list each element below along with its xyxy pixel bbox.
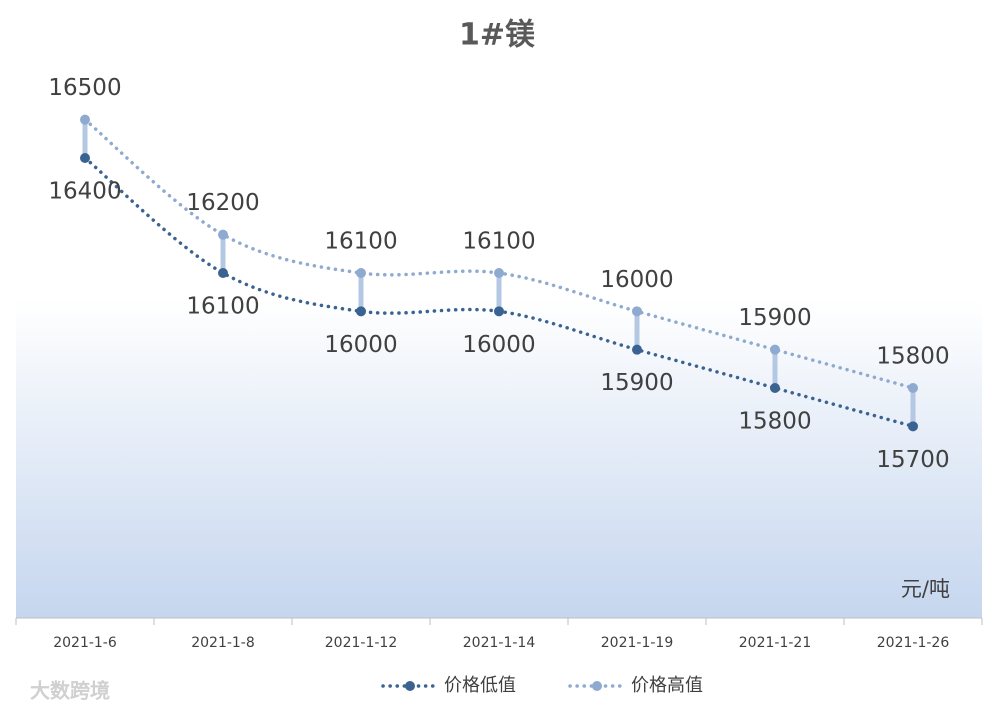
data-label: 16100: [324, 229, 397, 255]
point: [80, 153, 90, 163]
data-label: 15900: [600, 370, 673, 396]
x-tick-label: 2021-1-8: [191, 635, 255, 651]
point: [494, 306, 504, 317]
point: [908, 421, 918, 432]
point: [770, 383, 780, 393]
point: [80, 114, 90, 125]
legend-marker: [405, 681, 415, 691]
legend-label: 价格高值: [631, 675, 703, 696]
data-label: 15700: [876, 447, 949, 473]
chart-title: 1#镁: [459, 18, 535, 53]
x-tick-label: 2021-1-21: [739, 635, 811, 651]
point: [494, 268, 504, 278]
data-label: 15800: [738, 409, 811, 435]
data-label: 16100: [186, 294, 259, 320]
x-tick-label: 2021-1-12: [325, 635, 397, 651]
legend-marker: [592, 681, 602, 691]
data-label: 16500: [48, 75, 121, 101]
point: [218, 229, 228, 240]
point: [632, 344, 642, 355]
point: [632, 306, 642, 317]
point: [356, 306, 366, 317]
data-label: 16000: [600, 267, 673, 293]
point: [218, 268, 228, 278]
point: [908, 383, 918, 393]
legend-label: 价格低值: [444, 675, 516, 696]
point: [356, 268, 366, 278]
data-label: 16200: [186, 190, 259, 216]
data-label: 15900: [738, 305, 811, 331]
data-label: 16000: [462, 332, 535, 358]
unit-label: 元/吨: [901, 577, 950, 601]
watermark: 大数跨境: [30, 679, 110, 703]
x-tick-label: 2021-1-26: [877, 635, 950, 651]
plot-background: [16, 300, 982, 618]
x-tick-label: 2021-1-19: [601, 635, 673, 651]
data-label: 16100: [462, 229, 535, 255]
data-label: 15800: [876, 344, 949, 370]
data-label: 16400: [48, 179, 121, 205]
data-label: 16000: [324, 332, 397, 358]
x-tick-label: 2021-1-14: [463, 635, 536, 651]
x-tick-label: 2021-1-6: [53, 635, 117, 651]
point: [770, 344, 780, 355]
